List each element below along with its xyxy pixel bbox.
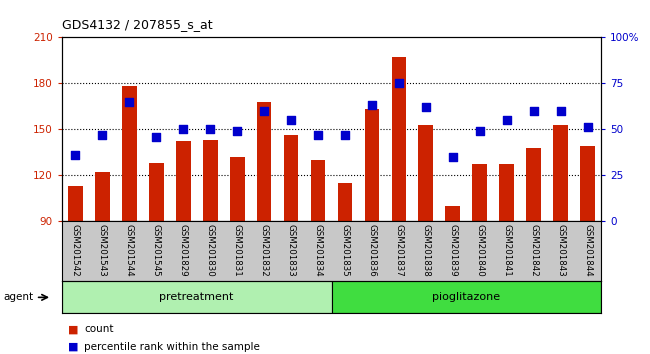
Bar [149,163,164,221]
Text: GSM201843: GSM201843 [556,224,566,277]
Bar [499,165,514,221]
Bar [391,57,406,221]
Text: GSM201829: GSM201829 [179,224,188,277]
Text: GSM201844: GSM201844 [583,224,592,277]
Bar [203,140,218,221]
Bar [365,109,380,221]
Bar [283,135,298,221]
Text: GSM201840: GSM201840 [475,224,484,277]
Bar [68,186,83,221]
Text: GSM201832: GSM201832 [259,224,268,277]
Bar [580,146,595,221]
Text: GSM201542: GSM201542 [71,224,80,277]
Point [421,104,431,110]
Text: pretreatment: pretreatment [159,292,234,302]
Point [582,125,593,130]
Text: GSM201833: GSM201833 [287,224,296,277]
Text: ■: ■ [68,324,79,334]
Bar [473,165,488,221]
Text: agent: agent [3,292,33,302]
Point [178,126,188,132]
Bar [176,142,190,221]
Point [286,117,296,123]
Point [232,128,242,134]
Point [502,117,512,123]
Bar [229,157,244,221]
Point [151,134,161,139]
Bar [419,125,434,221]
Bar [62,281,332,313]
Bar [526,148,541,221]
Bar [332,281,601,313]
Bar [257,102,272,221]
Point [448,154,458,160]
Text: GSM201830: GSM201830 [205,224,214,277]
Text: GSM201838: GSM201838 [421,224,430,277]
Point [367,102,377,108]
Text: percentile rank within the sample: percentile rank within the sample [84,342,261,352]
Point [313,132,323,138]
Point [124,99,135,104]
Text: GSM201839: GSM201839 [448,224,458,277]
Point [340,132,350,138]
Bar [122,86,136,221]
Bar [337,183,352,221]
Text: GSM201835: GSM201835 [341,224,350,277]
Point [556,108,566,114]
Text: pioglitazone: pioglitazone [432,292,500,302]
Text: ■: ■ [68,342,79,352]
Text: GSM201831: GSM201831 [233,224,242,277]
Point [205,126,215,132]
Text: GSM201545: GSM201545 [151,224,161,277]
Bar [95,172,110,221]
Point [528,108,539,114]
Text: GSM201836: GSM201836 [367,224,376,277]
Text: GSM201837: GSM201837 [395,224,404,277]
Text: GSM201544: GSM201544 [125,224,134,277]
Text: GSM201834: GSM201834 [313,224,322,277]
Text: count: count [84,324,114,334]
Point [394,80,404,86]
Bar [445,206,460,221]
Point [97,132,107,138]
Text: GSM201543: GSM201543 [98,224,107,277]
Text: GSM201842: GSM201842 [529,224,538,277]
Bar [553,125,568,221]
Text: GDS4132 / 207855_s_at: GDS4132 / 207855_s_at [62,18,213,31]
Point [474,128,485,134]
Text: GSM201841: GSM201841 [502,224,512,277]
Point [70,152,81,158]
Bar [311,160,326,221]
Point [259,108,269,114]
